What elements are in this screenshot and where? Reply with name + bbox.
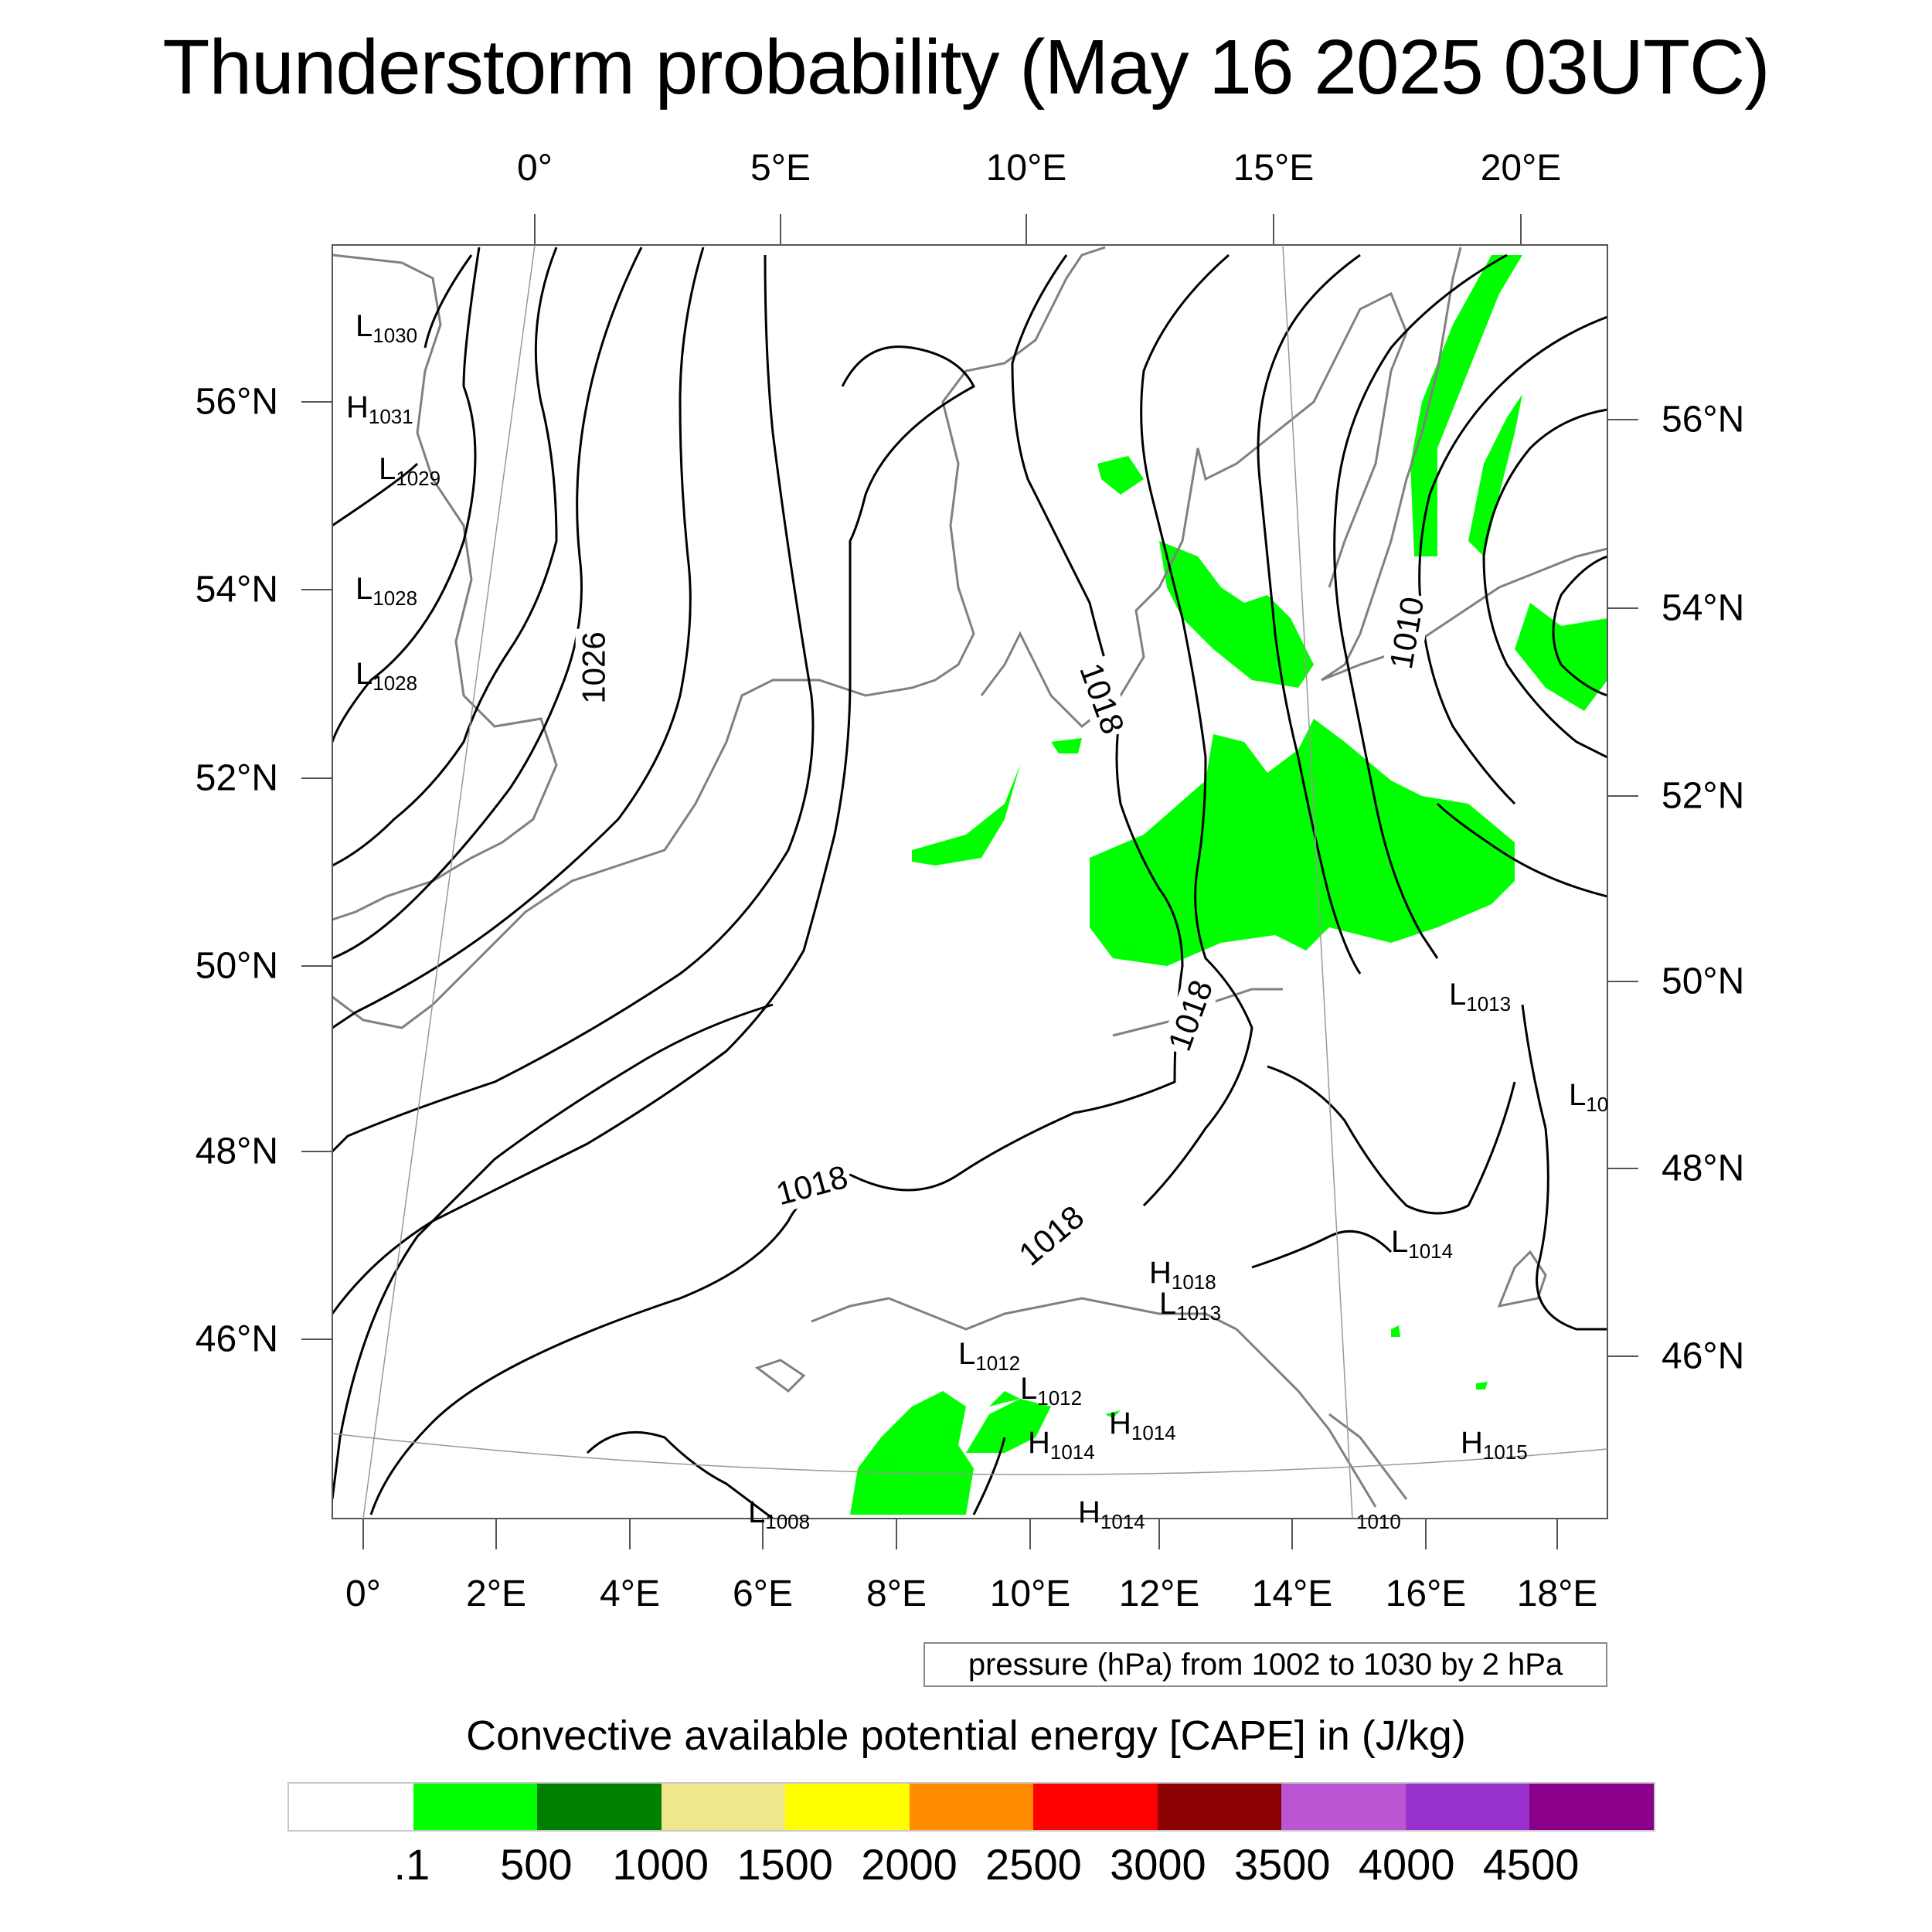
pressure-center: H1018 bbox=[1149, 1256, 1216, 1294]
pressure-center: L1012 bbox=[958, 1337, 1021, 1375]
left-lat-label: 56°N bbox=[195, 381, 278, 423]
pressure-center: H1014 bbox=[1028, 1426, 1095, 1464]
bottom-lon-label: 10°E bbox=[989, 1573, 1071, 1614]
bottom-lon-label: 6°E bbox=[733, 1573, 793, 1614]
colorbar bbox=[287, 1782, 1655, 1832]
pressure-center: L1030 bbox=[355, 309, 418, 347]
left-lat-label: 54°N bbox=[195, 569, 278, 611]
graticule bbox=[332, 245, 1607, 1519]
colorbar-swatch bbox=[785, 1784, 910, 1830]
map-title: Thunderstorm probability (May 16 2025 03… bbox=[162, 24, 1770, 111]
colorbar-swatch bbox=[413, 1784, 538, 1830]
isobar-label: 1026 bbox=[575, 628, 613, 707]
colorbar-swatch bbox=[289, 1784, 413, 1830]
top-lon-label: 5°E bbox=[750, 148, 811, 189]
pressure-center: L1012 bbox=[1020, 1372, 1083, 1410]
colorbar-swatch bbox=[1281, 1784, 1406, 1830]
colorbar-tick-label: 1500 bbox=[736, 1840, 833, 1889]
colorbar-tick-label: 4500 bbox=[1482, 1840, 1580, 1889]
colorbar-swatch bbox=[1405, 1784, 1530, 1830]
right-lat-label: 48°N bbox=[1662, 1148, 1745, 1189]
coastlines bbox=[332, 246, 1607, 1508]
bottom-lon-label: 18°E bbox=[1516, 1573, 1598, 1614]
bottom-lon-label: 8°E bbox=[866, 1573, 927, 1614]
left-lat-label: 50°N bbox=[195, 945, 278, 987]
colorbar-title: Convective available potential energy [C… bbox=[466, 1713, 1466, 1759]
colorbar-swatch bbox=[1529, 1784, 1655, 1830]
right-lat-label: 46°N bbox=[1662, 1335, 1745, 1377]
right-lat-label: 54°N bbox=[1662, 587, 1745, 629]
pressure-center: L1008 bbox=[748, 1495, 811, 1533]
colorbar-swatch bbox=[661, 1784, 786, 1830]
pressure-info-box: pressure (hPa) from 1002 to 1030 by 2 hP… bbox=[923, 1642, 1607, 1687]
pressure-center: 1010 bbox=[1356, 1510, 1401, 1533]
pressure-center: L1013 bbox=[1449, 978, 1512, 1015]
pressure-center: H1014 bbox=[1109, 1406, 1176, 1444]
bottom-lon-label: 14°E bbox=[1251, 1573, 1333, 1614]
colorbar-tick-label: 4000 bbox=[1358, 1840, 1455, 1889]
colorbar-tick-label: 3000 bbox=[1110, 1840, 1206, 1889]
colorbar-tick-label: 500 bbox=[500, 1840, 573, 1889]
ticks bbox=[301, 214, 1638, 1549]
bottom-lon-label: 2°E bbox=[466, 1573, 526, 1614]
bottom-lon-label: 4°E bbox=[600, 1573, 660, 1614]
pressure-center: H1015 bbox=[1461, 1426, 1528, 1464]
colorbar-tick-label: 2000 bbox=[861, 1840, 957, 1889]
colorbar-swatch bbox=[909, 1784, 1034, 1830]
pressure-center: L1028 bbox=[355, 572, 418, 610]
bottom-lon-label: 12°E bbox=[1118, 1573, 1200, 1614]
pressure-center: L1014 bbox=[1391, 1225, 1454, 1263]
colorbar-swatch bbox=[537, 1784, 662, 1830]
colorbar-tick-label: .1 bbox=[393, 1840, 430, 1889]
top-lon-label: 20°E bbox=[1480, 148, 1562, 189]
right-lat-label: 52°N bbox=[1662, 775, 1745, 817]
isobars bbox=[332, 247, 1607, 1519]
colorbar-swatch bbox=[1157, 1784, 1282, 1830]
pressure-center: L1029 bbox=[379, 452, 441, 490]
right-lat-label: 50°N bbox=[1662, 961, 1745, 1002]
colorbar-tick-label: 1000 bbox=[612, 1840, 709, 1889]
left-lat-label: 48°N bbox=[195, 1131, 278, 1172]
left-lat-label: 46°N bbox=[195, 1318, 278, 1360]
map-frame bbox=[332, 244, 1608, 1519]
top-lon-label: 10°E bbox=[985, 148, 1067, 189]
bottom-lon-label: 0° bbox=[345, 1573, 381, 1614]
pressure-center: H1014 bbox=[1078, 1495, 1145, 1533]
left-lat-label: 52°N bbox=[195, 757, 278, 799]
top-lon-label: 15°E bbox=[1233, 148, 1315, 189]
colorbar-tick-label: 3500 bbox=[1233, 1840, 1331, 1889]
colorbar-tick-label: 2500 bbox=[985, 1840, 1082, 1889]
pressure-center: L1028 bbox=[355, 657, 418, 695]
top-lon-label: 0° bbox=[517, 148, 553, 189]
pressure-center: L1013 bbox=[1159, 1287, 1222, 1325]
colorbar-swatch bbox=[1033, 1784, 1158, 1830]
pressure-center: H1031 bbox=[346, 390, 413, 428]
pressure-center: L10 bbox=[1569, 1078, 1609, 1116]
bottom-lon-label: 16°E bbox=[1385, 1573, 1467, 1614]
right-lat-label: 56°N bbox=[1662, 399, 1745, 440]
